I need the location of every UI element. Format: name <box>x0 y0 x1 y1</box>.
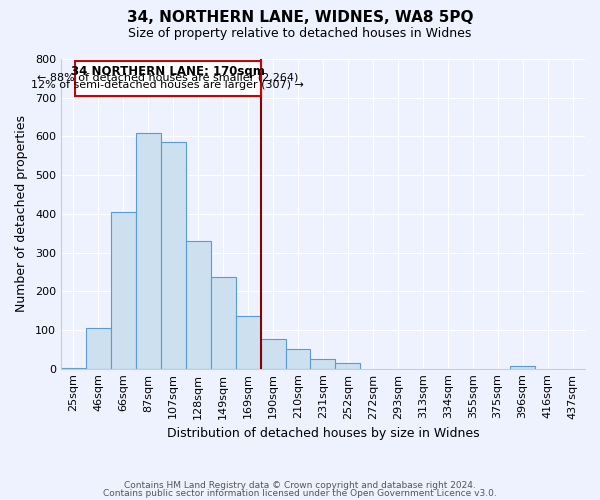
Bar <box>260 340 286 368</box>
Bar <box>136 132 161 368</box>
Bar <box>510 366 535 368</box>
Bar <box>236 316 260 368</box>
Text: Contains public sector information licensed under the Open Government Licence v3: Contains public sector information licen… <box>103 488 497 498</box>
Y-axis label: Number of detached properties: Number of detached properties <box>15 116 28 312</box>
Bar <box>335 363 361 368</box>
Bar <box>161 142 186 368</box>
Bar <box>286 350 310 368</box>
Text: 12% of semi-detached houses are larger (307) →: 12% of semi-detached houses are larger (… <box>31 80 304 90</box>
Text: Contains HM Land Registry data © Crown copyright and database right 2024.: Contains HM Land Registry data © Crown c… <box>124 481 476 490</box>
Bar <box>211 276 236 368</box>
Bar <box>186 241 211 368</box>
Text: Size of property relative to detached houses in Widnes: Size of property relative to detached ho… <box>128 28 472 40</box>
Bar <box>86 328 111 368</box>
FancyBboxPatch shape <box>74 61 260 96</box>
Bar <box>310 358 335 368</box>
Text: 34, NORTHERN LANE, WIDNES, WA8 5PQ: 34, NORTHERN LANE, WIDNES, WA8 5PQ <box>127 10 473 25</box>
Bar <box>111 212 136 368</box>
Text: 34 NORTHERN LANE: 170sqm: 34 NORTHERN LANE: 170sqm <box>71 65 265 78</box>
Text: ← 88% of detached houses are smaller (2,264): ← 88% of detached houses are smaller (2,… <box>37 72 298 83</box>
X-axis label: Distribution of detached houses by size in Widnes: Distribution of detached houses by size … <box>167 427 479 440</box>
